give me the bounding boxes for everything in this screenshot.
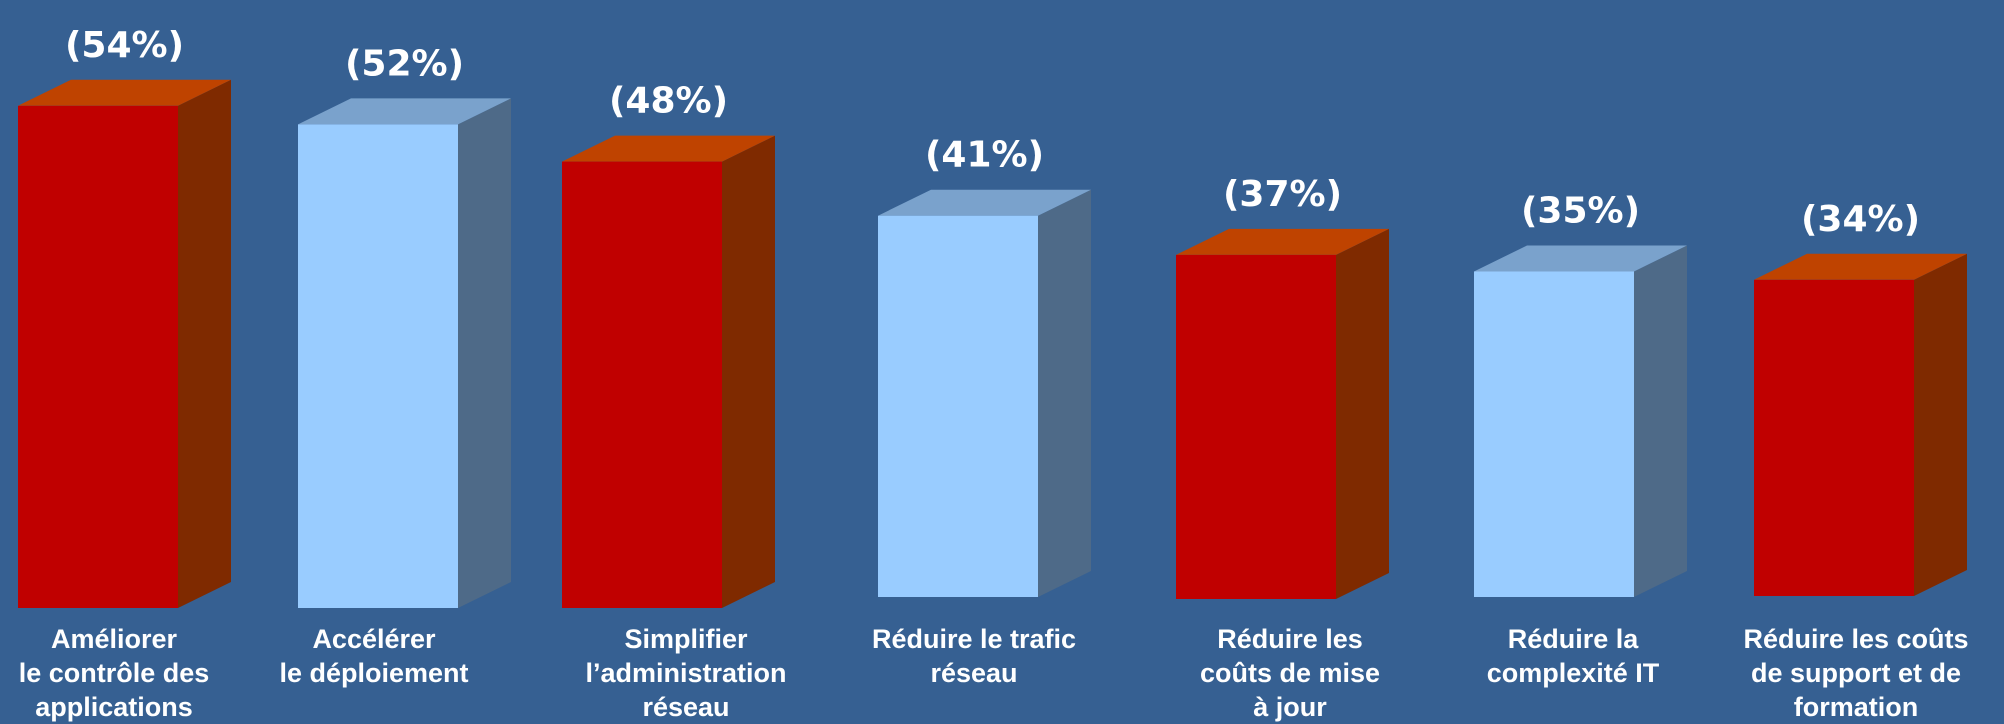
category-label-line: à jour <box>1253 692 1327 722</box>
data-label: (34%) <box>1801 199 1920 240</box>
data-label: (37%) <box>1223 174 1342 215</box>
category-label-line: Réduire la <box>1508 624 1640 654</box>
bar-front <box>1474 271 1634 597</box>
data-label: (48%) <box>609 81 728 122</box>
bar-side <box>1336 228 1389 599</box>
bar-side <box>458 98 511 609</box>
bar-top <box>1474 245 1687 272</box>
bar-5: (37%) <box>1176 174 1389 599</box>
category-label-line: applications <box>35 692 193 722</box>
bar-front <box>878 215 1038 597</box>
bar-side <box>722 135 775 608</box>
bar-1: (54%) <box>18 25 231 609</box>
category-label-line: de support et de <box>1751 658 1961 688</box>
bar-front <box>1754 279 1914 596</box>
bar-side <box>1634 245 1687 597</box>
category-label-line: complexité IT <box>1487 658 1660 688</box>
category-label-line: le déploiement <box>279 658 468 688</box>
category-label: Réduire les coûts de mise à jour <box>1200 624 1380 722</box>
category-label: Accélérer le déploiement <box>279 624 468 688</box>
category-label-line: Simplifier <box>624 624 748 654</box>
category-label-line: Accélérer <box>312 624 436 654</box>
bar-4: (41%) <box>878 135 1091 597</box>
category-label-line: Améliorer <box>51 624 178 654</box>
category-label-line: l’administration <box>585 658 786 688</box>
category-label-line: le contrôle des <box>19 658 210 688</box>
bar-7: (34%) <box>1754 199 1967 597</box>
bar-top <box>1176 228 1389 255</box>
data-label: (52%) <box>345 43 464 84</box>
bar-top <box>878 189 1091 216</box>
bar-side <box>1914 253 1967 597</box>
bar-side <box>1038 189 1091 597</box>
category-label: Réduire les coûts de support et de formati… <box>1743 624 1968 722</box>
data-label: (35%) <box>1521 191 1640 232</box>
bar-top <box>298 98 511 125</box>
category-label: Réduire le trafic réseau <box>872 624 1076 688</box>
bar-front <box>298 124 458 609</box>
category-label-line: Réduire les coûts <box>1743 624 1968 654</box>
category-label-line: coûts de mise <box>1200 658 1380 688</box>
category-label-line: Réduire les <box>1217 624 1363 654</box>
data-label: (54%) <box>65 25 184 66</box>
bar-3: (48%) <box>562 81 775 608</box>
category-label-line: réseau <box>930 658 1017 688</box>
bar-side <box>178 79 231 609</box>
category-label: Simplifier l’administration réseau <box>585 624 786 722</box>
bar-top <box>562 135 775 162</box>
category-label: Réduire la complexité IT <box>1487 624 1660 688</box>
bar-2: (52%) <box>298 43 511 609</box>
bar-top <box>1754 253 1967 280</box>
bar-6: (35%) <box>1474 191 1687 597</box>
bar-front <box>18 105 178 609</box>
bar-front <box>1176 254 1336 599</box>
bar-front <box>562 161 722 608</box>
category-label: Améliorer le contrôle des applications <box>19 624 210 722</box>
bar-top <box>18 79 231 106</box>
category-label-line: réseau <box>642 692 729 722</box>
data-label: (41%) <box>925 135 1044 176</box>
category-label-line: formation <box>1794 692 1919 722</box>
category-label-line: Réduire le trafic <box>872 624 1076 654</box>
